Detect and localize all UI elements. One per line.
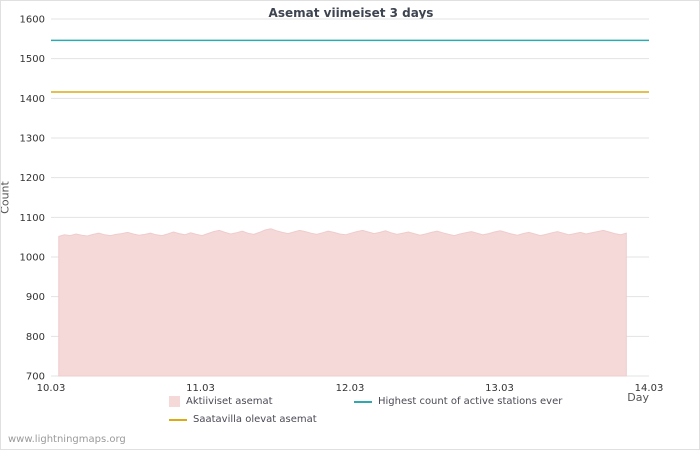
x-tick-label: 11.03 — [186, 383, 215, 394]
x-tick-label: 10.03 — [37, 383, 66, 394]
legend-area-swatch — [169, 396, 180, 407]
legend-line-swatch — [354, 400, 372, 403]
chart-title: Asemat viimeiset 3 days — [268, 6, 434, 20]
area-aktiiviset-asemat — [58, 228, 627, 377]
legend: Aktiiviset asemat Highest count of active… — [169, 396, 562, 425]
legend-item-1: Highest count of active stations ever — [354, 396, 562, 407]
y-tick-label: 700 — [26, 372, 45, 383]
y-tick-label: 1500 — [20, 54, 45, 65]
x-axis-label: Day — [627, 391, 649, 404]
legend-item-0: Aktiiviset asemat — [169, 396, 354, 407]
y-tick-label: 800 — [26, 332, 45, 343]
legend-item-2: Saatavilla olevat asemat — [169, 414, 354, 425]
y-tick-label: 1100 — [20, 213, 45, 224]
legend-label: Highest count of active stations ever — [378, 396, 563, 407]
y-tick-label: 1000 — [20, 253, 45, 264]
x-tick-label: 14.03 — [635, 383, 664, 394]
watermark: www.lightningmaps.org — [8, 434, 126, 445]
legend-line-swatch — [169, 418, 187, 421]
legend-label: Saatavilla olevat asemat — [193, 414, 317, 425]
y-tick-label: 900 — [26, 292, 45, 303]
y-tick-label: 1200 — [20, 173, 45, 184]
x-tick-label: 13.03 — [485, 383, 514, 394]
y-tick-label: 1300 — [20, 134, 45, 145]
x-tick-label: 12.03 — [336, 383, 365, 394]
y-tick-label: 1600 — [20, 15, 45, 26]
legend-label: Aktiiviset asemat — [186, 396, 273, 407]
y-tick-label: 1400 — [20, 94, 45, 105]
